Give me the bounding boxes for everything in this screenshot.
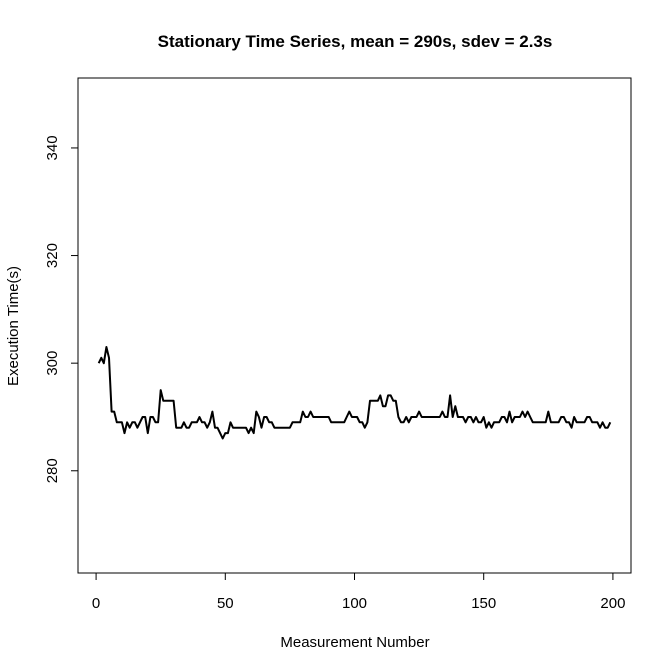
y-tick-label: 340 bbox=[44, 135, 61, 160]
x-tick-label: 50 bbox=[217, 595, 234, 612]
x-tick-label: 0 bbox=[92, 595, 100, 612]
y-tick-label: 280 bbox=[44, 458, 61, 483]
plot-frame bbox=[77, 77, 632, 574]
chart-title: Stationary Time Series, mean = 290s, sde… bbox=[158, 32, 553, 51]
y-axis-label: Execution Time(s) bbox=[5, 266, 22, 386]
x-axis: 0 50 100 150 200 bbox=[92, 572, 625, 612]
x-axis-label: Measurement Number bbox=[280, 634, 429, 651]
x-tick-label: 200 bbox=[600, 595, 625, 612]
series-line bbox=[97, 346, 612, 440]
y-axis: 280 300 320 340 bbox=[44, 135, 79, 483]
series-group bbox=[97, 346, 612, 440]
x-tick-label: 100 bbox=[342, 595, 367, 612]
x-tick-label: 150 bbox=[471, 595, 496, 612]
y-tick-label: 320 bbox=[44, 243, 61, 268]
y-tick-label: 300 bbox=[44, 351, 61, 376]
